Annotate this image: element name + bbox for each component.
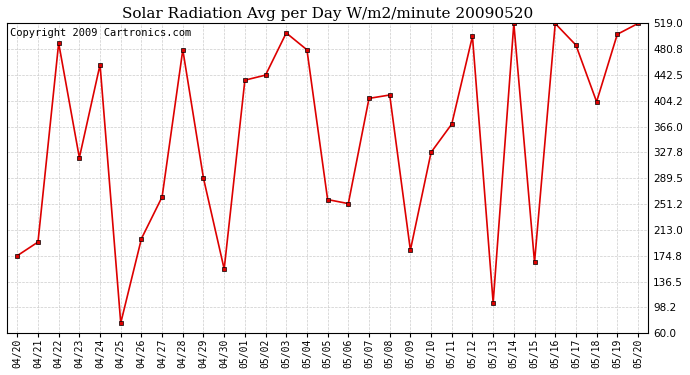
Text: Copyright 2009 Cartronics.com: Copyright 2009 Cartronics.com [10, 28, 191, 38]
Title: Solar Radiation Avg per Day W/m2/minute 20090520: Solar Radiation Avg per Day W/m2/minute … [122, 7, 533, 21]
